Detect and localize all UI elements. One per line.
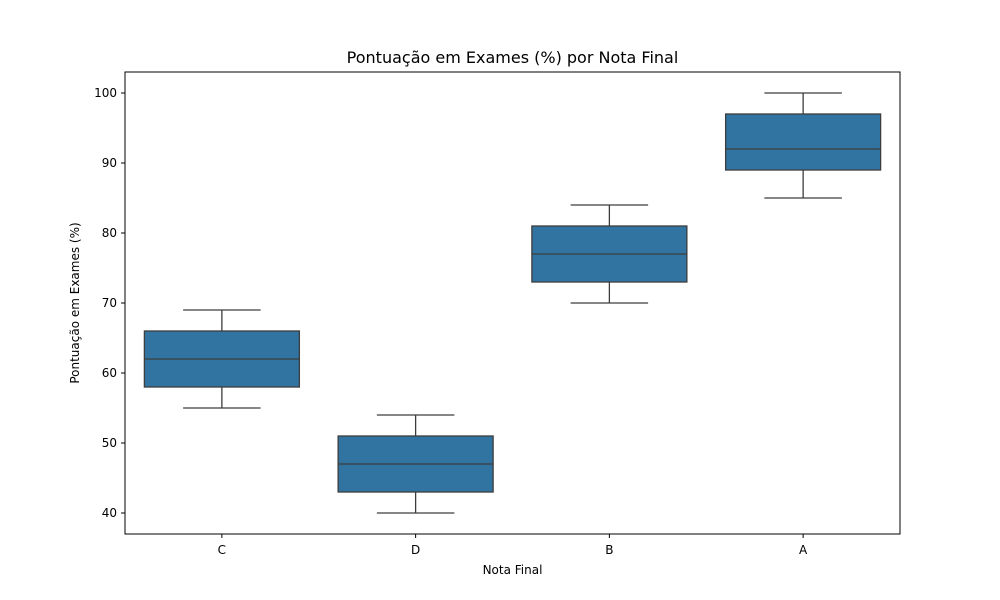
y-tick-label: 70 [102, 296, 117, 310]
y-axis-label: Pontuação em Exames (%) [68, 222, 82, 383]
x-tick-label: B [605, 543, 613, 557]
box-group-d [337, 414, 494, 514]
box-group-c [143, 309, 301, 409]
box-group-a [724, 92, 882, 199]
y-tick-label: 80 [102, 226, 117, 240]
y-tick-label: 100 [94, 86, 117, 100]
x-tick-label: C [218, 543, 226, 557]
box-group-b [531, 204, 688, 304]
chart-title: Pontuação em Exames (%) por Nota Final [347, 48, 679, 67]
box-a [724, 113, 882, 171]
plot-area [143, 92, 882, 514]
y-tick-label: 40 [102, 506, 117, 520]
y-axis: 40 50 60 70 80 90 100 [94, 86, 125, 520]
y-tick-label: 50 [102, 436, 117, 450]
plot-frame [124, 71, 901, 535]
y-tick-label: 90 [102, 156, 117, 170]
x-axis-label: Nota Final [483, 563, 543, 577]
x-tick-label: D [411, 543, 420, 557]
y-tick-label: 60 [102, 366, 117, 380]
x-tick-label: A [799, 543, 808, 557]
